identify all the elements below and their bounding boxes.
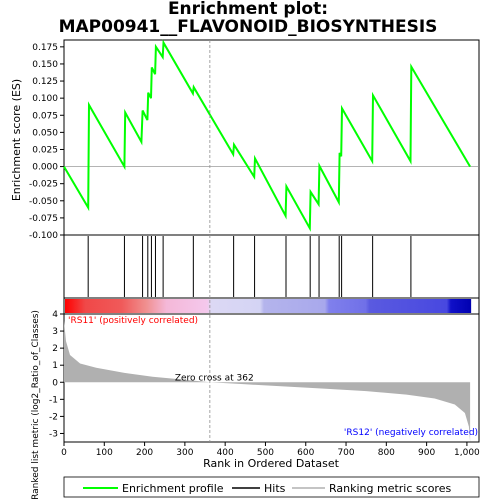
x-tick-label: 400 [217,448,234,458]
es-y-tick-label: 0.175 [32,43,58,53]
zero-cross-label: Zero cross at 362 [175,373,254,383]
legend-enrichment-label: Enrichment profile [122,482,224,495]
ranking-y-tick-label: 4 [52,310,58,320]
ranking-y-tick-label: -1 [49,395,58,405]
es-y-label: Enrichment score (ES) [10,79,23,201]
ranking-y-tick-label: -2 [49,412,58,422]
es-y-axis: 0.175 0.150 0.125 0.100 0.075 0.050 0.025 0.000… [29,43,64,241]
es-y-tick-label: 0.150 [32,60,58,70]
x-tick-label: 300 [176,448,193,458]
x-axis: 0 100 200 300 400 500 600 700 800 900 1,000 [61,442,480,458]
ranking-y-tick-label: 1 [52,361,58,371]
x-tick-label: 600 [297,448,314,458]
es-y-tick-label: -0.100 [29,231,58,241]
x-tick-label: 0 [61,448,67,458]
x-tick-label: 900 [418,448,435,458]
chart-title-line1: Enrichment plot: [168,0,328,19]
es-y-tick-label: 0.025 [32,145,58,155]
x-tick-label: 1,000 [454,448,480,458]
ranking-y-tick-label: 3 [52,327,58,337]
ranking-y-axis: 4 3 2 1 0 -1 -2 -3 [49,310,64,439]
es-panel-frame [63,39,480,236]
ranking-y-tick-label: 2 [52,344,58,354]
enrichment-profile-line [63,39,471,232]
legend-hits-label: Hits [264,482,286,495]
negative-class-label: 'RS12' (negatively correlated) [344,428,478,438]
rank-color-bar [65,299,472,313]
x-tick-label: 500 [257,448,274,458]
x-axis-label: Rank in Ordered Dataset [203,457,340,470]
es-y-tick-label: 0.100 [32,94,58,104]
hits-marks [87,236,412,297]
es-y-tick-label: 0.050 [32,128,58,138]
x-tick-label: 200 [136,448,153,458]
legend-metric-label: Ranking metric scores [329,482,451,495]
chart-title-line2: MAP00941__FLAVONOID_BIOSYNTHESIS [59,17,438,37]
x-tick-label: 800 [378,448,395,458]
hits-panel-frame [63,234,480,299]
es-y-tick-label: -0.075 [29,214,58,224]
es-y-tick-label: 0.075 [32,111,58,121]
x-tick-label: 700 [337,448,354,458]
es-y-tick-label: -0.025 [29,180,58,190]
ranking-y-tick-label: 0 [52,378,58,388]
positive-class-label: 'RS11' (positively correlated) [68,316,198,326]
x-tick-label: 100 [96,448,113,458]
ranking-y-tick-label: -3 [49,429,58,439]
es-y-tick-label: 0.000 [32,163,58,173]
ranking-metric-area [64,320,471,442]
es-y-tick-label: -0.050 [29,197,58,207]
ranking-y-label: Ranked list metric (log2_Ratio_of_Classe… [31,310,41,500]
legend-box [63,476,480,498]
es-y-tick-label: 0.125 [32,77,58,87]
